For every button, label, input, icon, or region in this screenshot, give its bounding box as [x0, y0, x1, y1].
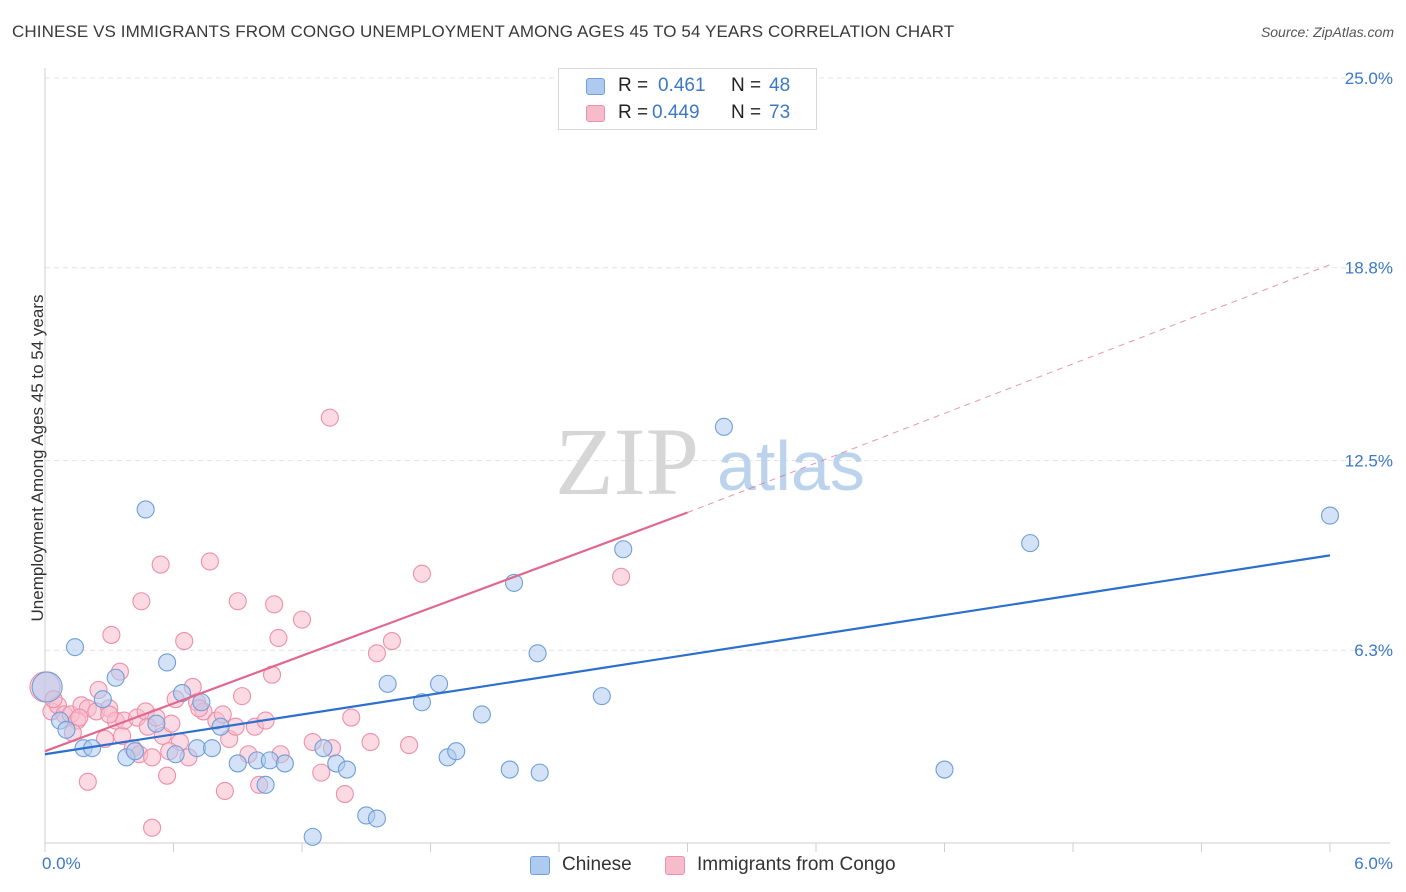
chinese-point [1021, 534, 1040, 553]
congo-point [361, 732, 380, 752]
chinese-point [106, 668, 125, 687]
chinese-point [260, 751, 279, 770]
series-chinese-points [31, 417, 1340, 846]
correlation-legend: R = 0.461 N = 48 R = 0.449 N = 73 [558, 68, 817, 130]
chinese-point [31, 671, 63, 703]
r-value: 0.449 [652, 102, 700, 123]
y-axis-label: Unemployment Among Ages 45 to 54 years [28, 294, 47, 622]
chinese-point [158, 653, 177, 672]
n-value: 48 [769, 75, 791, 96]
congo-point [269, 628, 288, 648]
congo-point [200, 552, 219, 571]
n-label: N = [731, 102, 762, 123]
legend-swatch-chinese [530, 855, 550, 875]
congo-point [215, 781, 234, 801]
x-tick-label-max: 6.0% [1354, 854, 1393, 873]
chinese-point [147, 714, 166, 733]
congo-point [612, 567, 631, 586]
chinese-point [314, 739, 333, 758]
congo-point [292, 610, 312, 629]
legend-item-congo: Immigrants from Congo [665, 852, 896, 878]
n-value: 73 [769, 102, 791, 123]
chinese-point [447, 742, 466, 761]
congo-point [412, 564, 431, 583]
chinese-point [173, 684, 192, 703]
chinese-point [935, 760, 954, 779]
trend-lines [44, 264, 1331, 756]
legend-swatch-congo [586, 105, 605, 122]
congo-point [335, 784, 354, 804]
r-label: R = [618, 102, 649, 123]
chinese-point [592, 687, 611, 706]
congo-point [143, 748, 162, 767]
chinese-point [714, 417, 733, 436]
trend-line-congo-extension [687, 264, 1331, 513]
chinese-point [430, 674, 449, 693]
chinese-point [303, 827, 322, 846]
chinese-point [472, 705, 491, 724]
legend-item-chinese: Chinese [530, 852, 632, 878]
legend-label-chinese: Chinese [562, 854, 632, 875]
chinese-point [378, 674, 397, 693]
chinese-point [528, 644, 547, 663]
congo-point [232, 687, 252, 706]
chinese-point [228, 754, 247, 773]
chinese-point [275, 754, 294, 773]
congo-point [132, 592, 151, 611]
watermark-atlas: atlas [717, 427, 865, 505]
congo-point [367, 644, 387, 663]
chinese-point [57, 720, 76, 739]
y-tick-label: 18.8% [1345, 259, 1393, 278]
chart-title: CHINESE VS IMMIGRANTS FROM CONGO UNEMPLO… [12, 22, 955, 41]
congo-point [70, 708, 89, 727]
congo-point [78, 772, 97, 791]
grid-lines [45, 77, 1390, 651]
chinese-point [93, 690, 112, 709]
legend-swatch-congo [665, 855, 685, 875]
congo-point [175, 631, 194, 651]
y-tick-label: 25.0% [1345, 69, 1393, 88]
r-value: 0.461 [658, 75, 706, 96]
chinese-point [256, 775, 275, 794]
n-label: N = [731, 75, 762, 96]
y-tick-label: 12.5% [1345, 452, 1393, 471]
congo-point [320, 408, 339, 427]
congo-point [265, 595, 284, 614]
chinese-point [412, 693, 431, 712]
congo-point [143, 818, 162, 837]
congo-point [100, 705, 119, 724]
chinese-point [337, 760, 357, 779]
trend-line-congo [44, 511, 688, 753]
chinese-point [65, 638, 85, 657]
chinese-point [136, 500, 155, 519]
trend-line-chinese [44, 554, 1331, 756]
tick-labels: 6.3% 12.5% 18.8% 25.0% 0.0% 6.0% [42, 69, 1393, 873]
congo-point [382, 631, 402, 651]
x-tick-label-min: 0.0% [42, 854, 81, 873]
source-label: Source: ZipAtlas.com [1260, 24, 1394, 40]
chinese-point [125, 742, 144, 761]
congo-point [342, 708, 361, 727]
chinese-point [500, 760, 519, 779]
congo-point [158, 766, 177, 785]
y-tick-label: 6.3% [1354, 641, 1393, 660]
legend-label-congo: Immigrants from Congo [697, 854, 896, 875]
congo-point [312, 763, 331, 782]
congo-point [228, 592, 247, 611]
congo-point [151, 555, 170, 574]
congo-point [102, 625, 121, 644]
legend-swatch-chinese [586, 78, 605, 95]
watermark-zip: ZIP [555, 408, 699, 515]
congo-point [400, 736, 419, 755]
chinese-point [530, 763, 549, 782]
chinese-point [203, 739, 222, 758]
chinese-point [614, 540, 633, 559]
chinese-point [166, 745, 185, 764]
chinese-point [1320, 506, 1340, 525]
r-label: R = [618, 75, 649, 96]
chinese-point [367, 809, 387, 828]
